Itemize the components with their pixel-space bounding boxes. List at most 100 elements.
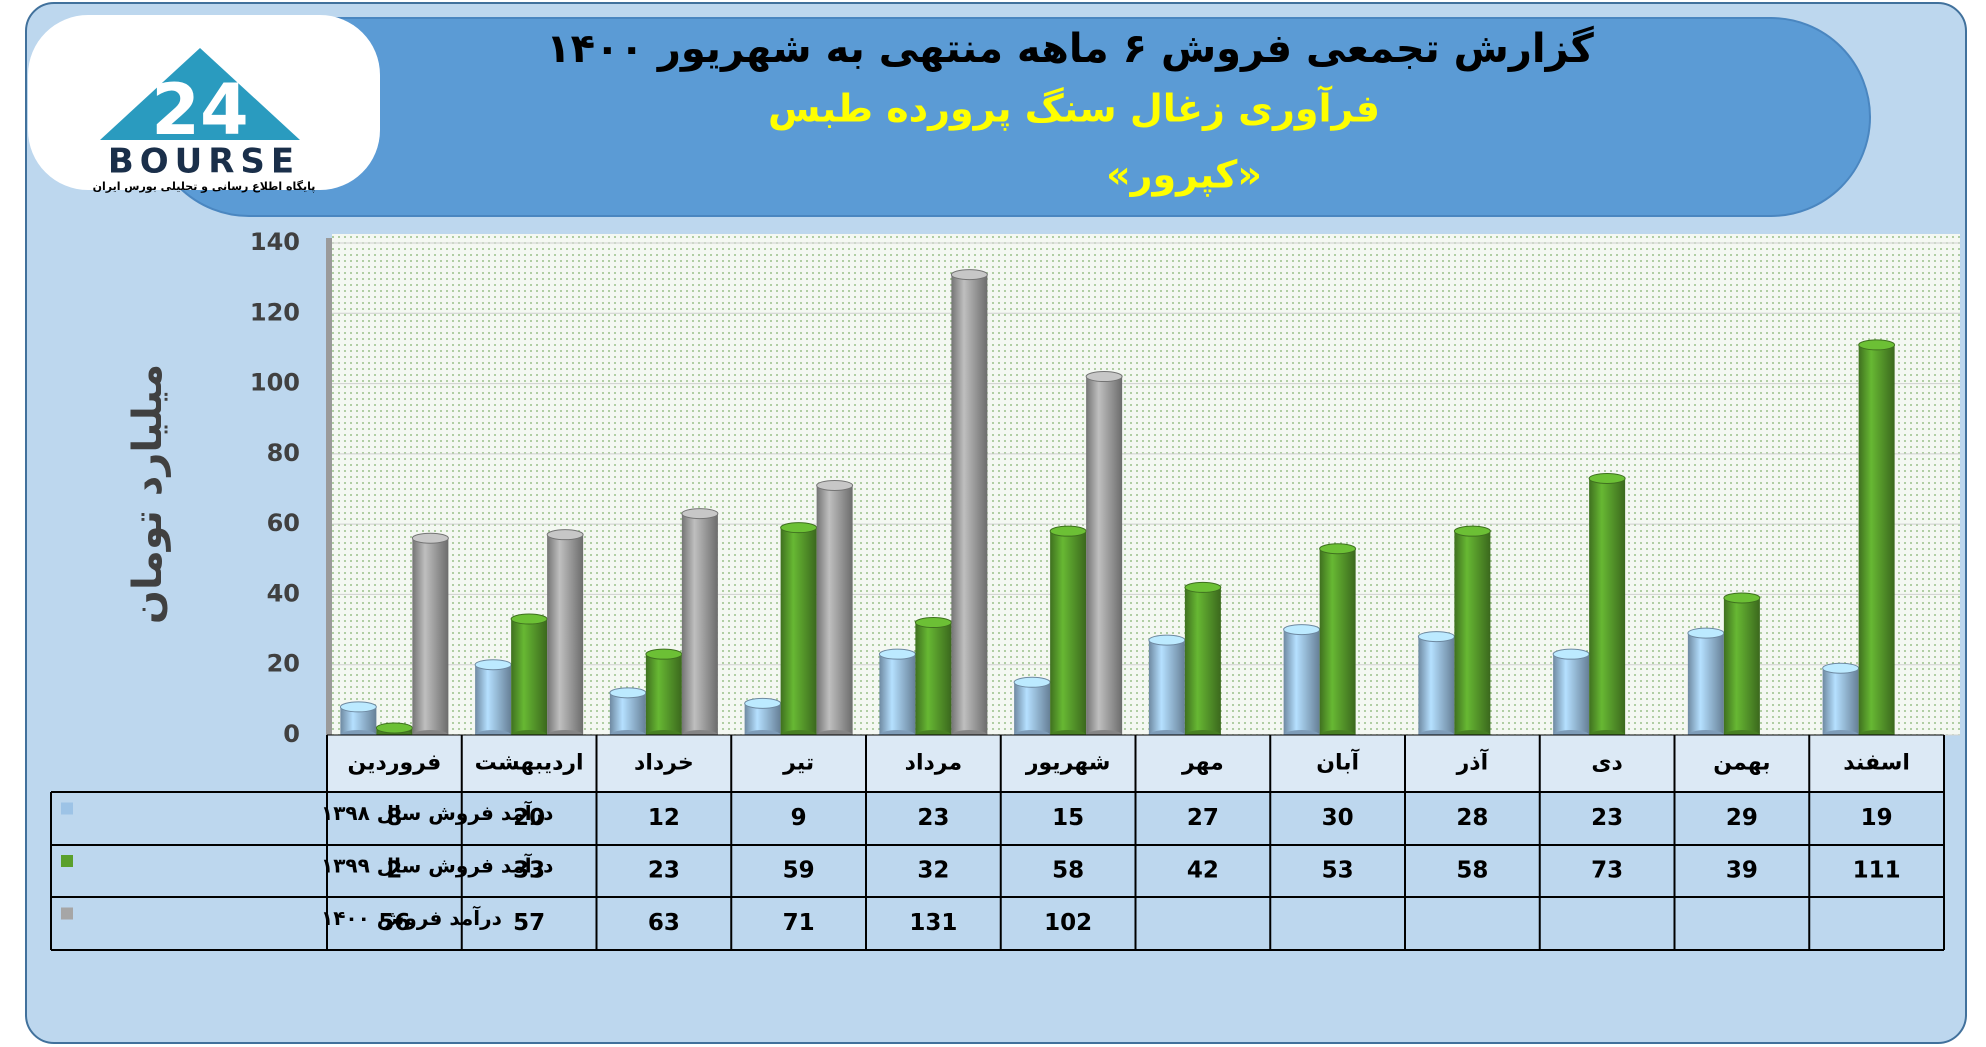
bar-top (681, 508, 719, 520)
data-label: 28 (1456, 805, 1488, 831)
bar (1588, 472, 1626, 740)
x-tick-label: تیر (782, 751, 814, 776)
y-tick-label: 20 (267, 650, 300, 678)
data-label: 57 (513, 910, 545, 936)
bar (1858, 339, 1896, 740)
data-label: 33 (513, 858, 545, 884)
bar-top (411, 532, 449, 544)
x-tick-label: دی (1591, 751, 1622, 776)
data-label: 2 (386, 858, 402, 884)
bar-top (1184, 581, 1222, 593)
bar-body (1589, 478, 1626, 735)
bar-top (375, 722, 413, 734)
data-label: 111 (1853, 858, 1901, 884)
bar-body (412, 538, 449, 735)
bar-top (1013, 676, 1051, 688)
data-label: 27 (1187, 805, 1219, 831)
bar (510, 613, 548, 740)
bar (1184, 581, 1222, 740)
bar-top (744, 697, 782, 709)
bar-top (1049, 525, 1087, 537)
y-tick-label: 40 (267, 579, 300, 607)
data-label: 32 (917, 858, 949, 884)
bar (744, 697, 782, 740)
bar-top (914, 617, 952, 629)
bar-body (1687, 633, 1724, 735)
bar-body (1822, 668, 1859, 735)
x-tick-label: فروردین (347, 751, 441, 776)
x-tick-label: اسفند (1843, 751, 1910, 776)
bar-top (609, 687, 647, 699)
bar-body (547, 534, 584, 735)
bar (780, 522, 818, 740)
data-label: 30 (1322, 805, 1354, 831)
bar-body (1086, 376, 1123, 735)
data-label: 23 (917, 805, 949, 831)
bar-body (681, 513, 718, 735)
bar-body (816, 485, 853, 735)
legend-label: درآمد فروش ۱۴۰۰ (321, 905, 502, 930)
bar (1453, 525, 1491, 740)
axis-wall (326, 238, 332, 735)
bar-top (878, 648, 916, 660)
data-label: 39 (1726, 858, 1758, 884)
bar-body (951, 274, 988, 735)
bar-body (1553, 654, 1590, 735)
bar (1552, 648, 1590, 740)
x-tick-label: بهمن (1713, 751, 1770, 776)
bar-top (546, 529, 584, 541)
bar-body (1050, 531, 1087, 735)
data-label: 23 (1591, 805, 1623, 831)
y-tick-label: 80 (267, 439, 300, 467)
data-label: 19 (1861, 805, 1893, 831)
bar-top (1417, 631, 1455, 643)
data-label: 29 (1726, 805, 1758, 831)
data-label: 59 (783, 858, 815, 884)
bar (1013, 676, 1051, 740)
bar-top (1723, 592, 1761, 604)
data-label: 42 (1187, 858, 1219, 884)
y-tick-label: 60 (267, 509, 300, 537)
data-label: 63 (648, 910, 680, 936)
chart-title: گزارش تجمعی فروش ۶ ماهه منتهی به شهریور … (546, 25, 1594, 72)
y-axis-label: میلیارد تومان (125, 364, 171, 624)
bar-body (1723, 597, 1760, 735)
legend-label: درآمد فروش سال ۱۳۹۹ (321, 853, 553, 878)
bar (950, 269, 988, 740)
bar (1723, 592, 1761, 740)
bar-body (780, 527, 817, 735)
bar-top (474, 659, 512, 671)
bar-top (1858, 339, 1896, 351)
bar-top (1319, 543, 1357, 555)
data-label: 12 (648, 805, 680, 831)
bar (1417, 631, 1455, 740)
bar-body (1454, 531, 1491, 735)
bar-body (1184, 587, 1221, 735)
data-label: 56 (378, 910, 410, 936)
bar-top (1552, 648, 1590, 660)
data-label: 58 (1456, 858, 1488, 884)
bar (411, 532, 449, 740)
x-tick-label: مرداد (905, 751, 962, 776)
legend-swatch (61, 802, 73, 815)
bar-body (1418, 636, 1455, 735)
bar-body (1014, 682, 1051, 735)
data-label: 23 (648, 858, 680, 884)
bar-top (816, 479, 854, 491)
bar-top (339, 701, 377, 713)
bar-top (1085, 371, 1123, 383)
bar-top (1148, 634, 1186, 646)
bar-body (1319, 548, 1356, 735)
bar (339, 701, 377, 740)
data-label: 9 (791, 805, 807, 831)
y-tick-label: 100 (250, 369, 300, 397)
bar-body (879, 654, 916, 735)
data-table: فروردین اردیبهشت خرداد تیر مرداد شهریور مهر آبا… (50, 734, 1945, 951)
bar (1085, 371, 1123, 740)
bar-body (1283, 629, 1320, 735)
bar (546, 529, 584, 740)
legend-label: درآمد فروش سال ۱۳۹۸ (321, 800, 553, 825)
bar (1049, 525, 1087, 740)
y-tick-label: 120 (250, 298, 300, 326)
